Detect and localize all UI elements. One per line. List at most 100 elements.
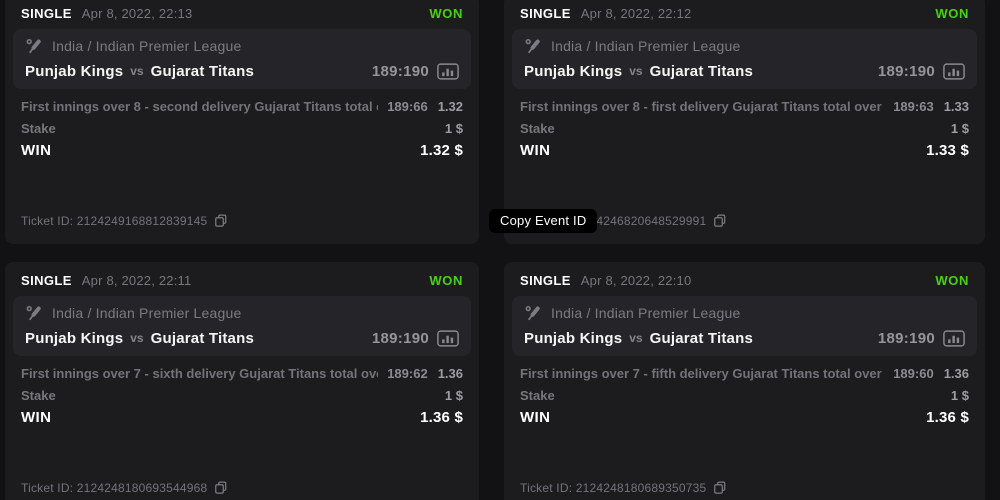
bet-details: First innings over 7 - sixth delivery Gu… bbox=[13, 362, 471, 428]
bet-card-header: SINGLE Apr 8, 2022, 22:10 WON bbox=[512, 262, 977, 289]
market-name: First innings over 7 - sixth delivery Gu… bbox=[21, 365, 379, 381]
stake-value: 1 $ bbox=[444, 387, 463, 403]
stake-value: 1 $ bbox=[444, 120, 463, 136]
bet-details: First innings over 8 - first delivery Gu… bbox=[512, 95, 977, 161]
bet-details: First innings over 8 - second delivery G… bbox=[13, 95, 471, 161]
win-row: WIN 1.36 $ bbox=[13, 406, 471, 428]
win-label: WIN bbox=[520, 141, 551, 159]
stats-icon[interactable] bbox=[437, 329, 459, 347]
stake-label: Stake bbox=[21, 387, 56, 403]
ticket-row: Ticket ID: 2124248180693544968 bbox=[21, 480, 228, 495]
teams-row: Punjab Kings vs Gujarat Titans 189:190 bbox=[524, 61, 965, 81]
cricket-bat-icon bbox=[524, 37, 542, 55]
match-score: 189:190 bbox=[371, 62, 429, 80]
stake-value: 1 $ bbox=[950, 120, 969, 136]
status-badge: WON bbox=[429, 6, 463, 21]
status-badge: WON bbox=[935, 6, 969, 21]
ticket-id-label: Ticket ID: bbox=[21, 480, 74, 495]
market-row: First innings over 8 - first delivery Gu… bbox=[512, 95, 977, 117]
win-row: WIN 1.32 $ bbox=[13, 139, 471, 161]
copy-icon[interactable] bbox=[713, 480, 727, 495]
away-team: Gujarat Titans bbox=[150, 329, 254, 347]
bet-type-label: SINGLE bbox=[520, 6, 571, 21]
away-team: Gujarat Titans bbox=[649, 329, 753, 347]
cricket-bat-icon bbox=[25, 304, 43, 322]
win-row: WIN 1.33 $ bbox=[512, 139, 977, 161]
stats-icon[interactable] bbox=[437, 62, 459, 80]
market-row: First innings over 7 - sixth delivery Gu… bbox=[13, 362, 471, 384]
market-name: First innings over 8 - first delivery Gu… bbox=[520, 98, 885, 114]
win-label: WIN bbox=[520, 408, 551, 426]
ticket-id-value: 2124246820648529991 bbox=[575, 213, 707, 228]
win-label: WIN bbox=[21, 141, 52, 159]
home-team: Punjab Kings bbox=[524, 329, 623, 347]
ticket-id-label: Ticket ID: bbox=[520, 480, 573, 495]
odds-value: 1.36 bbox=[943, 365, 969, 381]
match-score: 189:190 bbox=[877, 62, 935, 80]
cricket-bat-icon bbox=[25, 37, 43, 55]
copy-icon[interactable] bbox=[214, 480, 228, 495]
market-name: First innings over 8 - second delivery G… bbox=[21, 98, 378, 114]
win-value: 1.32 $ bbox=[420, 141, 463, 159]
event-box: India / Indian Premier League Punjab Kin… bbox=[13, 29, 471, 89]
bet-card: SINGLE Apr 8, 2022, 22:10 WON India / In… bbox=[504, 262, 985, 500]
match-score: 189:190 bbox=[877, 329, 935, 347]
ticket-row: Ticket ID: 2124249168812839145 bbox=[21, 213, 228, 228]
league-row: India / Indian Premier League bbox=[524, 304, 965, 322]
market-row: First innings over 8 - second delivery G… bbox=[13, 95, 471, 117]
bet-card: SINGLE Apr 8, 2022, 22:12 WON India / In… bbox=[504, 0, 985, 244]
odds-value: 1.36 bbox=[437, 365, 463, 381]
bet-date: Apr 8, 2022, 22:12 bbox=[580, 6, 692, 21]
league-label: India / Indian Premier League bbox=[52, 38, 242, 54]
bet-date: Apr 8, 2022, 22:10 bbox=[580, 273, 692, 288]
market-score: 189:66 bbox=[387, 98, 428, 114]
ticket-id-label: Ticket ID: bbox=[21, 213, 74, 228]
vs-label: vs bbox=[130, 331, 144, 345]
event-box: India / Indian Premier League Punjab Kin… bbox=[512, 296, 977, 356]
market-score: 189:62 bbox=[387, 365, 428, 381]
stats-icon[interactable] bbox=[943, 329, 965, 347]
status-badge: WON bbox=[935, 273, 969, 288]
bet-card-header: SINGLE Apr 8, 2022, 22:11 WON bbox=[13, 262, 471, 289]
win-row: WIN 1.36 $ bbox=[512, 406, 977, 428]
win-label: WIN bbox=[21, 408, 52, 426]
market-row: First innings over 7 - fifth delivery Gu… bbox=[512, 362, 977, 384]
vs-label: vs bbox=[629, 64, 643, 78]
league-label: India / Indian Premier League bbox=[551, 38, 741, 54]
bet-details: First innings over 7 - fifth delivery Gu… bbox=[512, 362, 977, 428]
ticket-id-value: 2124248180689350735 bbox=[575, 480, 707, 495]
stake-value: 1 $ bbox=[950, 387, 969, 403]
vs-label: vs bbox=[130, 64, 144, 78]
home-team: Punjab Kings bbox=[524, 62, 623, 80]
bet-date: Apr 8, 2022, 22:11 bbox=[81, 273, 192, 288]
stake-label: Stake bbox=[520, 120, 555, 136]
teams-row: Punjab Kings vs Gujarat Titans 189:190 bbox=[25, 61, 459, 81]
bet-card-header: SINGLE Apr 8, 2022, 22:13 WON bbox=[13, 0, 471, 22]
odds-value: 1.33 bbox=[943, 98, 969, 114]
market-name: First innings over 7 - fifth delivery Gu… bbox=[520, 365, 885, 381]
win-value: 1.36 $ bbox=[420, 408, 463, 426]
stake-row: Stake 1 $ bbox=[512, 117, 977, 139]
stake-label: Stake bbox=[520, 387, 555, 403]
league-row: India / Indian Premier League bbox=[25, 304, 459, 322]
bet-card: SINGLE Apr 8, 2022, 22:11 WON India / In… bbox=[5, 262, 479, 500]
cricket-bat-icon bbox=[524, 304, 542, 322]
odds-value: 1.32 bbox=[437, 98, 463, 114]
copy-icon[interactable] bbox=[713, 213, 727, 228]
bet-type-label: SINGLE bbox=[21, 273, 72, 288]
league-row: India / Indian Premier League bbox=[524, 37, 965, 55]
event-box: India / Indian Premier League Punjab Kin… bbox=[13, 296, 471, 356]
event-box: India / Indian Premier League Punjab Kin… bbox=[512, 29, 977, 89]
copy-event-id-tooltip: Copy Event ID bbox=[489, 209, 598, 233]
copy-icon[interactable] bbox=[214, 213, 228, 228]
bet-type-label: SINGLE bbox=[520, 273, 571, 288]
bet-date: Apr 8, 2022, 22:13 bbox=[81, 6, 193, 21]
league-label: India / Indian Premier League bbox=[551, 305, 741, 321]
league-row: India / Indian Premier League bbox=[25, 37, 459, 55]
stake-row: Stake 1 $ bbox=[13, 384, 471, 406]
ticket-id-value: 2124249168812839145 bbox=[76, 213, 208, 228]
stake-row: Stake 1 $ bbox=[13, 117, 471, 139]
stats-icon[interactable] bbox=[943, 62, 965, 80]
league-label: India / Indian Premier League bbox=[52, 305, 242, 321]
